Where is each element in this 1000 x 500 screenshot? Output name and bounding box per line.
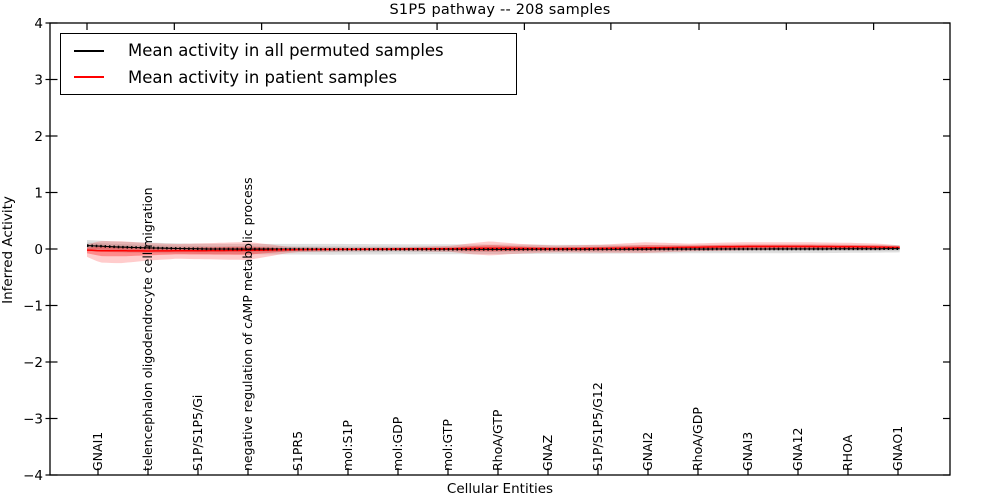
permuted-mean-line — [86, 245, 900, 250]
y-tick-label: 3 — [34, 72, 43, 88]
permuted-std-band — [87, 240, 900, 255]
y-tick-label: −4 — [23, 468, 43, 484]
x-tick-label: GNA12 — [790, 428, 805, 472]
x-tick-label: S1P/S1P5/G12 — [590, 382, 605, 471]
x-tick-label: GNAI2 — [640, 432, 655, 471]
patient-mean-line — [86, 245, 900, 252]
legend-line-sample-red — [74, 76, 104, 79]
y-tick-label: 0 — [34, 242, 43, 258]
x-tick-label: RhoA/GTP — [490, 409, 505, 471]
legend-item-patient: Mean activity in patient samples — [61, 68, 516, 87]
x-tick-label: S1PR5 — [290, 431, 305, 471]
x-tick-label: S1P/S1P5/Gi — [190, 395, 205, 471]
x-axis-label: Cellular Entities — [446, 481, 554, 497]
x-tick-label: mol:GDP — [390, 416, 405, 471]
x-tick-label: telencephalon oligodendrocyte cell migra… — [140, 187, 155, 471]
y-tick-label: −1 — [23, 298, 43, 314]
x-tick-label: mol:GTP — [440, 419, 455, 471]
y-tick-label: −3 — [23, 411, 43, 427]
x-tick-label: GNAI3 — [740, 432, 755, 471]
x-tick-label: mol:S1P — [340, 420, 355, 471]
legend: Mean activity in all permuted samples Me… — [60, 33, 517, 95]
y-axis-label: Inferred Activity — [0, 196, 16, 304]
legend-line-sample-black — [74, 49, 104, 52]
legend-label-patient: Mean activity in patient samples — [128, 67, 398, 87]
legend-label-permuted: Mean activity in all permuted samples — [128, 41, 444, 61]
x-tick-label: RhoA/GDP — [690, 407, 705, 471]
y-tick-label: 4 — [34, 16, 43, 32]
x-tick-label: GNAI1 — [90, 432, 105, 471]
x-tick-label: GNAO1 — [890, 426, 905, 471]
y-tick-label: 1 — [34, 185, 43, 201]
x-tick-label: negative regulation of cAMP metabolic pr… — [240, 177, 255, 471]
y-tick-label: 2 — [34, 129, 43, 145]
chart-title: S1P5 pathway -- 208 samples — [389, 2, 611, 18]
x-tick-label: GNAZ — [540, 435, 555, 471]
x-tick-label: RHOA — [840, 434, 855, 471]
legend-item-permuted: Mean activity in all permuted samples — [61, 41, 516, 60]
y-tick-label: −2 — [23, 355, 43, 371]
